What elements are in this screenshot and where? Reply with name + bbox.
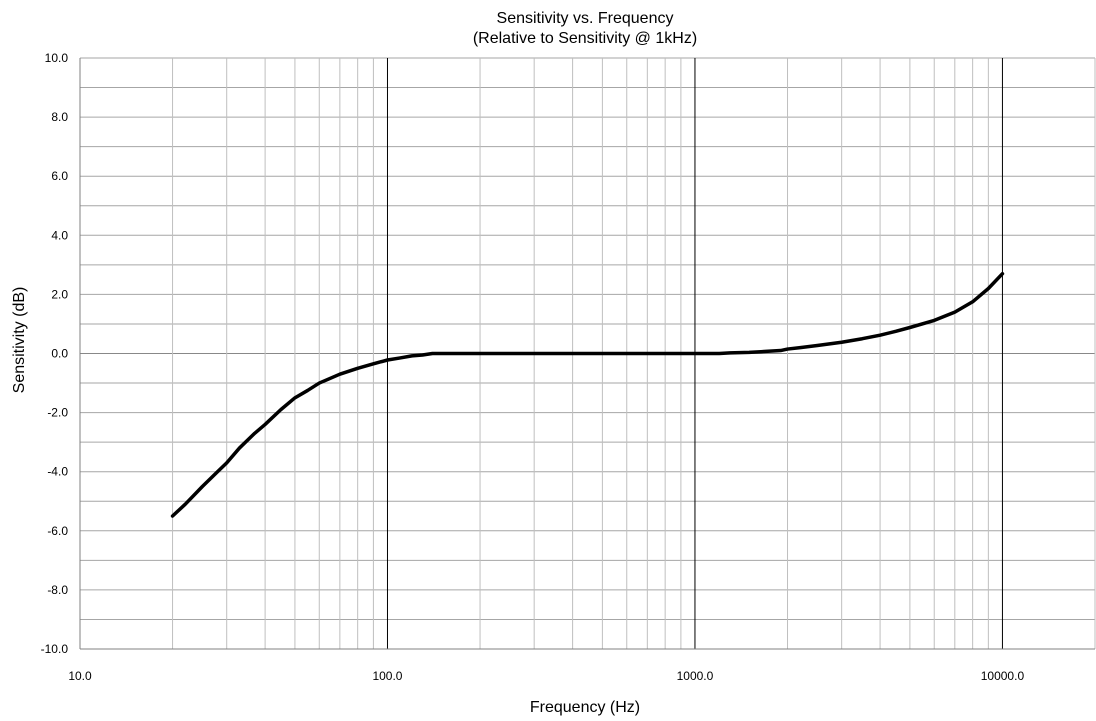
y-tick-label: 0.0: [51, 347, 68, 361]
x-axis-label: Frequency (Hz): [530, 699, 640, 716]
chart-title-line2: (Relative to Sensitivity @ 1kHz): [473, 30, 697, 47]
series-layer: [170, 271, 1005, 518]
tick-labels: 10.0 8.0 6.0 4.0 2.0 0.0 -2.0 -4.0 -6.0 -8.0 -10.0…: [41, 51, 1025, 683]
y-tick-label: 4.0: [51, 228, 68, 242]
y-tick-label: 8.0: [51, 110, 68, 124]
y-tick-label: -6.0: [47, 524, 68, 538]
x-tick-label: 10000.0: [981, 669, 1025, 683]
x-tick-label: 10.0: [68, 669, 92, 683]
y-tick-label: -2.0: [47, 406, 68, 420]
grid: [79, 57, 1096, 650]
x-tick-label: 1000.0: [677, 669, 714, 683]
y-tick-label: 2.0: [51, 287, 68, 301]
y-tick-label: 6.0: [51, 169, 68, 183]
y-tick-label: -10.0: [41, 642, 69, 656]
x-tick-label: 100.0: [372, 669, 402, 683]
series-line-0: [170, 271, 1005, 518]
y-tick-label: -8.0: [47, 583, 68, 597]
y-tick-label: -4.0: [47, 465, 68, 479]
chart-title-line1: Sensitivity vs. Frequency: [497, 10, 674, 27]
y-axis-label: Sensitivity (dB): [11, 287, 28, 394]
y-tick-label: 10.0: [45, 51, 69, 65]
